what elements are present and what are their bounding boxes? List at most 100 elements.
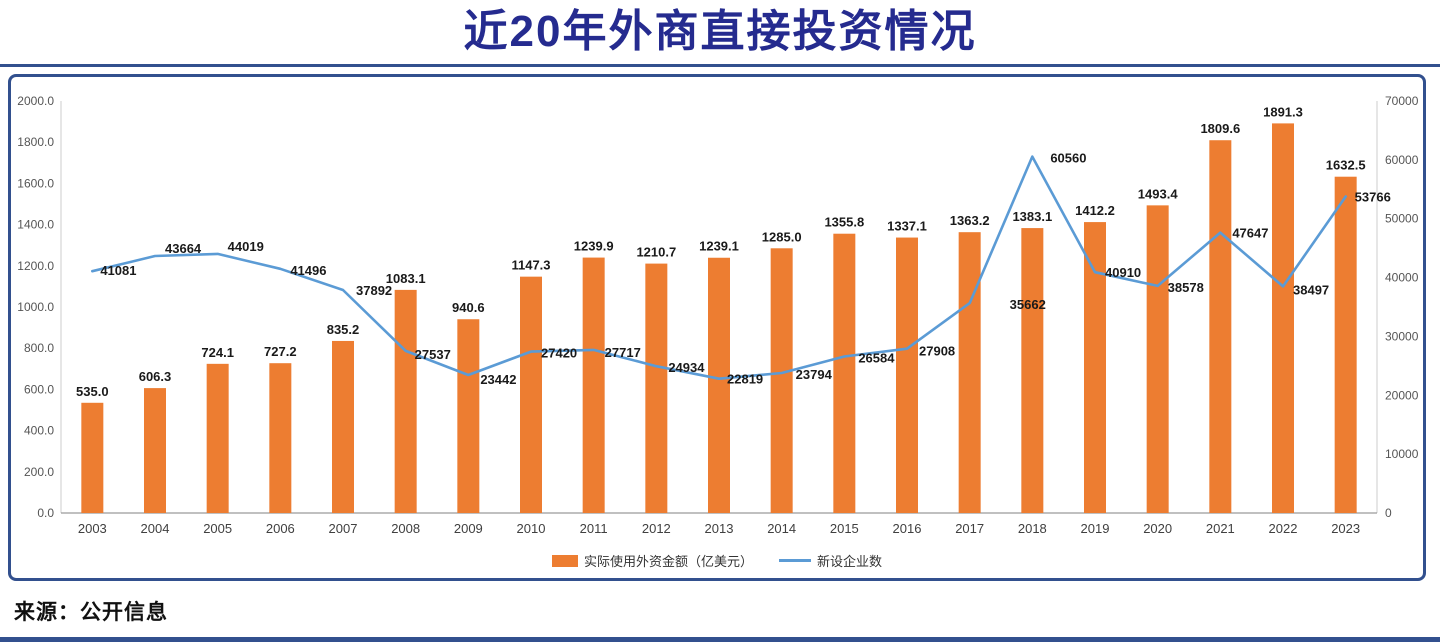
bar-value-label: 727.2: [264, 344, 297, 359]
chart-legend: 实际使用外资金额（亿美元） 新设企业数: [11, 551, 1423, 570]
line-value-label: 37892: [356, 283, 392, 298]
x-axis-year-label: 2013: [705, 521, 734, 536]
x-axis-year-label: 2008: [391, 521, 420, 536]
bar-value-label: 1383.1: [1012, 209, 1052, 224]
x-axis-year-label: 2016: [893, 521, 922, 536]
line-value-label: 40910: [1105, 265, 1141, 280]
line-value-label: 27717: [605, 345, 641, 360]
line-value-label: 38497: [1293, 282, 1329, 297]
bar-2016: [896, 237, 918, 513]
left-axis-tick-label: 1600.0: [17, 176, 54, 190]
bar-series-swatch-icon: [551, 554, 578, 567]
bar-2021: [1209, 140, 1232, 513]
line-value-label: 53766: [1355, 190, 1391, 205]
bar-2010: [520, 276, 542, 513]
line-value-label: 35662: [1010, 297, 1046, 312]
bar-value-label: 835.2: [327, 322, 360, 337]
title-divider: [0, 64, 1440, 67]
x-axis-year-label: 2015: [830, 521, 859, 536]
line-value-label: 44019: [228, 239, 264, 254]
bar-value-label: 1355.8: [824, 215, 864, 230]
line-value-label: 24934: [668, 360, 705, 375]
x-axis-year-label: 2004: [141, 521, 170, 536]
line-value-label: 41496: [290, 263, 326, 278]
x-axis-year-label: 2018: [1018, 521, 1047, 536]
x-axis-year-label: 2020: [1143, 521, 1172, 536]
combo-chart: 0.0 200.0 400.0 600.0 800.0 1000.0 1200.0 1400.…: [17, 94, 1419, 536]
x-axis-year-label: 2010: [517, 521, 546, 536]
source-note: 来源：公开信息: [14, 601, 168, 624]
x-axis-year-label: 2005: [203, 521, 232, 536]
right-axis-tick-label: 0: [1385, 506, 1392, 520]
legend-line-label: 新设企业数: [817, 554, 883, 569]
bar-value-label: 1363.2: [950, 213, 990, 228]
left-axis-tick-label: 0.0: [37, 506, 54, 520]
right-axis-tick-label: 40000: [1385, 271, 1419, 285]
line-value-label: 47647: [1232, 226, 1268, 241]
bar-value-label: 1412.2: [1075, 203, 1115, 218]
bar-value-label: 1632.5: [1326, 158, 1366, 173]
bar-2008: [394, 289, 417, 513]
bar-value-label: 1239.9: [574, 239, 614, 254]
legend-item-line: 新设企业数: [779, 551, 882, 570]
bar-2015: [833, 233, 856, 513]
bar-value-label: 535.0: [76, 384, 109, 399]
left-axis-tick-label: 800.0: [24, 341, 54, 355]
right-axis-tick-label: 60000: [1385, 153, 1419, 167]
bar-value-label: 1239.1: [699, 239, 739, 254]
bar-2022: [1272, 123, 1294, 513]
bar-value-label: 1210.7: [636, 245, 676, 260]
bar-2006: [269, 363, 292, 513]
bar-2011: [582, 257, 605, 513]
line-value-label: 22819: [727, 372, 763, 387]
bar-value-label: 1083.1: [386, 271, 426, 286]
bar-2007: [332, 340, 354, 513]
line-series-swatch-icon: [779, 559, 811, 562]
x-axis-year-label: 2006: [266, 521, 295, 536]
right-axis-tick-label: 70000: [1385, 94, 1419, 108]
left-axis-tick-label: 2000.0: [17, 94, 54, 108]
left-axis-tick-label: 200.0: [24, 465, 54, 479]
bar-value-label: 1493.4: [1138, 186, 1179, 201]
bar-value-label: 1337.1: [887, 219, 927, 234]
x-axis-year-label: 2014: [767, 521, 796, 536]
legend-bar-label: 实际使用外资金额（亿美元）: [583, 554, 753, 569]
right-axis-tick-label: 20000: [1385, 388, 1419, 402]
left-axis-tick-label: 1000.0: [17, 300, 54, 314]
x-axis-year-label: 2022: [1269, 521, 1298, 536]
x-axis-year-label: 2021: [1206, 521, 1235, 536]
line-value-label: 41081: [100, 263, 136, 278]
left-axis-tick-label: 1200.0: [17, 259, 54, 273]
line-value-label: 26584: [858, 351, 895, 366]
line-value-label: 43664: [165, 241, 202, 256]
bar-2017: [958, 232, 981, 514]
x-axis-year-label: 2017: [955, 521, 984, 536]
line-value-label: 27537: [415, 347, 451, 362]
line-value-label: 38578: [1168, 280, 1204, 295]
bar-value-label: 1285.0: [762, 229, 802, 244]
bar-2012: [645, 263, 668, 513]
x-axis-year-label: 2011: [580, 521, 608, 536]
x-axis-year-label: 2009: [454, 521, 483, 536]
right-axis-tick-label: 10000: [1385, 447, 1419, 461]
left-axis-tick-label: 1400.0: [17, 218, 54, 232]
left-axis-tick-label: 1800.0: [17, 135, 54, 149]
line-value-label: 27420: [541, 346, 577, 361]
bar-value-label: 940.6: [452, 300, 485, 315]
line-value-label: 27908: [919, 344, 955, 359]
line-value-label: 23442: [480, 372, 516, 387]
bar-2014: [770, 248, 793, 514]
left-axis-tick-label: 400.0: [24, 424, 54, 438]
bar-2004: [144, 388, 166, 513]
line-value-label: 60560: [1050, 151, 1086, 166]
bar-2023: [1334, 176, 1357, 513]
bar-2009: [457, 319, 480, 513]
x-axis-year-label: 2003: [78, 521, 107, 536]
bar-2019: [1084, 222, 1106, 514]
bar-2018: [1021, 228, 1044, 513]
left-axis-tick-label: 600.0: [24, 382, 54, 396]
line-value-label: 23794: [796, 367, 833, 382]
bar-2020: [1146, 205, 1169, 513]
bar-value-label: 1891.3: [1263, 104, 1303, 119]
